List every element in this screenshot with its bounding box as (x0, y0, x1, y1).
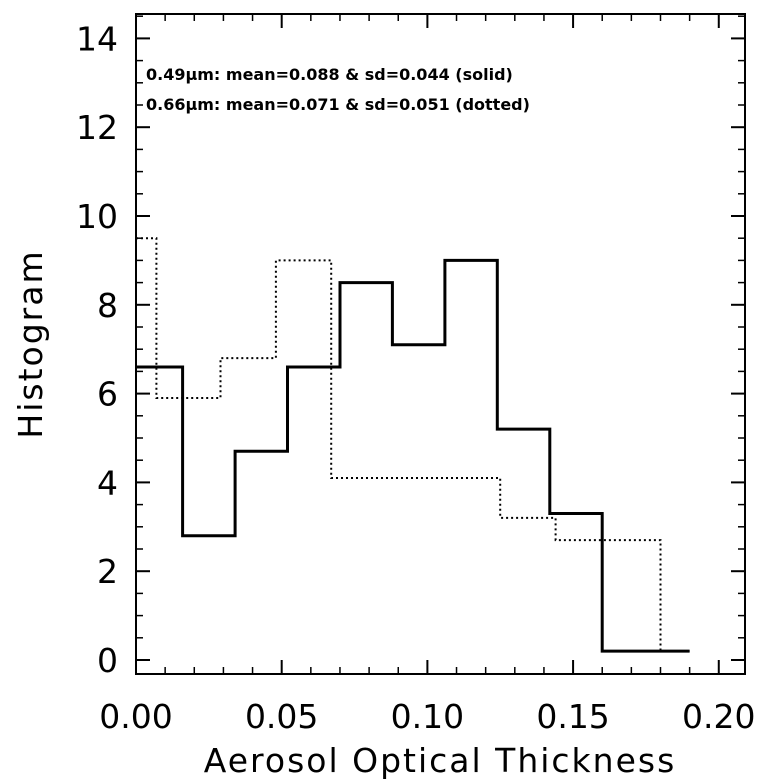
x-tick-label: 0.05 (245, 697, 318, 736)
annotation-dotted: 0.66μm: mean=0.071 & sd=0.051 (dotted) (146, 95, 530, 114)
y-tick-labels: 0 2 4 6 8 10 12 14 (76, 19, 118, 680)
series-solid-line (136, 258, 690, 653)
x-tick-labels: 0.00 0.05 0.10 0.15 0.20 (99, 697, 755, 736)
y-tick-label: 10 (76, 197, 118, 236)
y-tick-label: 14 (76, 19, 118, 58)
annotation-solid: 0.49μm: mean=0.088 & sd=0.044 (solid) (146, 65, 513, 84)
y-tick-label: 6 (97, 375, 118, 414)
x-tick-label: 0.00 (99, 697, 172, 736)
x-tick-label: 0.10 (391, 697, 464, 736)
x-axis-title: Aerosol Optical Thickness (204, 741, 677, 780)
series-group (136, 237, 690, 653)
x-tick-label: 0.15 (536, 697, 609, 736)
y-tick-label: 4 (97, 463, 118, 502)
series-dotted-line (136, 237, 690, 653)
y-tick-label: 12 (76, 108, 118, 147)
axis-ticks (135, 14, 745, 674)
y-axis-title: Histogram (11, 249, 50, 438)
y-tick-label: 0 (97, 641, 118, 680)
x-tick-label: 0.20 (682, 697, 755, 736)
y-tick-label: 2 (97, 552, 118, 591)
y-tick-label: 8 (97, 286, 118, 325)
plot-frame (135, 13, 746, 675)
